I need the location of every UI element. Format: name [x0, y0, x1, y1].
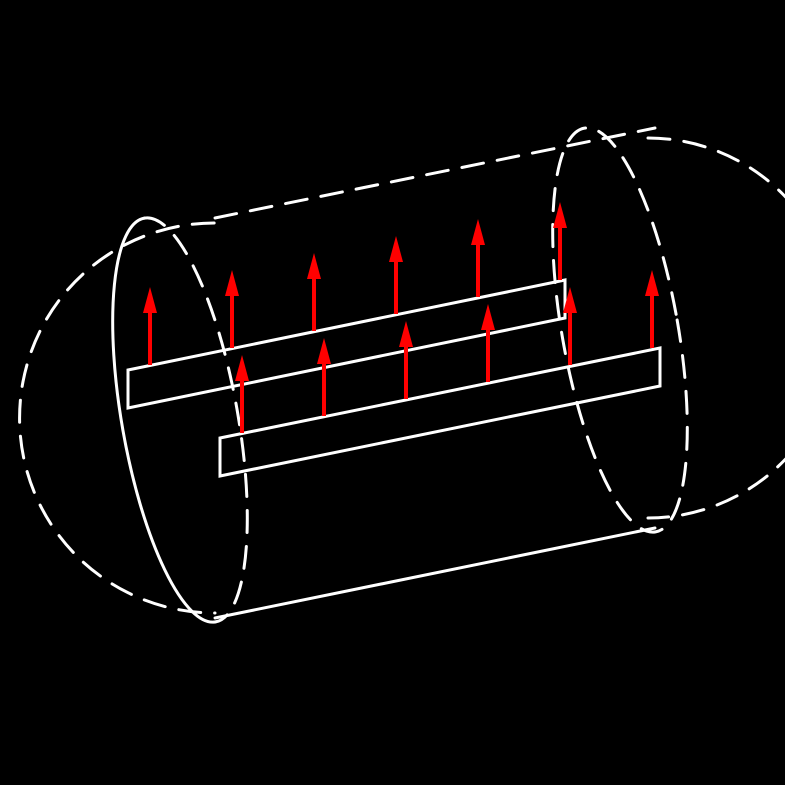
pressure-arrow-front-5-head — [645, 270, 659, 296]
liquid-surface-back — [128, 280, 565, 408]
right-ellipse — [527, 118, 712, 542]
pressure-arrow-front-0-head — [235, 355, 249, 381]
cylinder-pressure-diagram — [0, 0, 785, 785]
pressure-arrow-front-1-head — [317, 338, 331, 364]
pressure-arrow-back-3-head — [389, 236, 403, 262]
pressure-arrow-back-2-head — [307, 253, 321, 279]
cylinder-bottom-edge — [215, 528, 655, 618]
left-hemisphere — [20, 223, 215, 613]
pressure-arrow-back-5-head — [553, 202, 567, 228]
pressure-arrow-back-4-head — [471, 219, 485, 245]
pressure-arrow-back-1-head — [225, 270, 239, 296]
right-hemisphere — [648, 138, 785, 518]
pressure-arrow-front-3-head — [481, 304, 495, 330]
pressure-arrow-front-2-head — [399, 321, 413, 347]
cylinder-top-edge — [215, 128, 655, 218]
pressure-arrow-back-0-head — [143, 287, 157, 313]
